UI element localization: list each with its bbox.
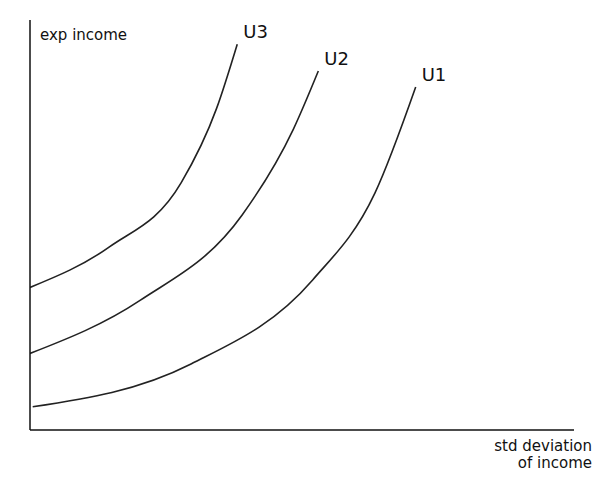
svg-text:U2: U2 <box>324 48 349 69</box>
html-text:of income: of income <box>517 454 592 472</box>
svg-text:U1: U1 <box>422 64 447 85</box>
svg-text:U3: U3 <box>243 21 268 42</box>
html-text:exp income: exp income <box>40 26 128 44</box>
html-text:std deviation: std deviation <box>494 437 592 455</box>
